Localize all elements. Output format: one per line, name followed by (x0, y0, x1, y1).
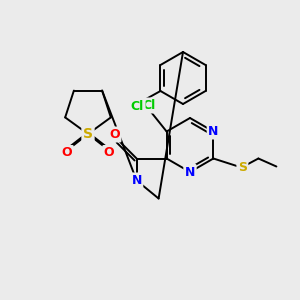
Text: N: N (131, 174, 142, 187)
Text: O: O (109, 128, 120, 141)
Text: O: O (62, 146, 72, 160)
Text: N: N (185, 166, 195, 178)
Text: Cl: Cl (131, 100, 144, 113)
Text: N: N (208, 125, 219, 138)
Text: S: S (238, 161, 247, 174)
Text: Cl: Cl (142, 99, 155, 112)
Text: O: O (104, 146, 114, 160)
Text: S: S (83, 127, 93, 141)
